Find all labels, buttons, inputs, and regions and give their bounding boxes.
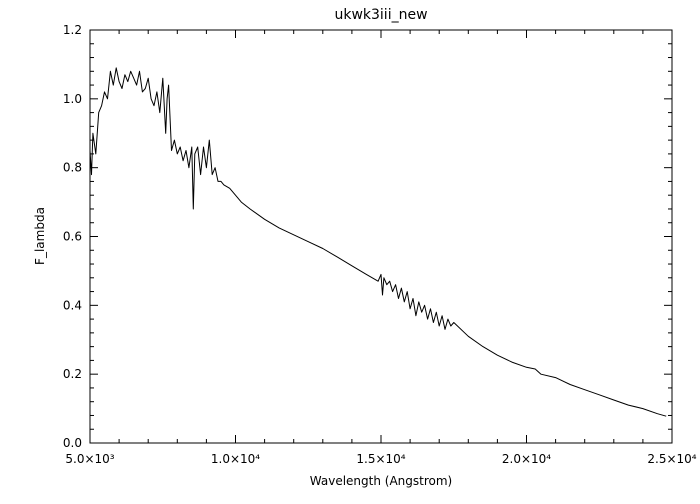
x-tick-label: 5.0×10³ — [65, 452, 114, 466]
y-tick-label: 0.8 — [63, 161, 82, 175]
x-tick-label: 2.5×10⁴ — [647, 452, 696, 466]
series-layer — [89, 67, 667, 417]
y-tick-label: 0.0 — [63, 436, 82, 450]
y-tick-label: 1.0 — [63, 92, 82, 106]
x-tick-label: 1.5×10⁴ — [356, 452, 405, 466]
y-tick-label: 0.6 — [63, 230, 82, 244]
chart-title: ukwk3iii_new — [334, 7, 427, 23]
y-tick-label: 0.2 — [63, 367, 82, 381]
y-tick-label: 1.2 — [63, 23, 82, 37]
x-axis-label: Wavelength (Angstrom) — [310, 474, 452, 488]
y-axis-label: F_lambda — [33, 207, 47, 265]
axes-layer: 5.0×10³ 1.0×10⁴ 1.5×10⁴ 2.0×10⁴ 2.5×10⁴ 0.0 0.… — [63, 23, 697, 466]
spectrum-line-0 — [89, 67, 667, 417]
x-tick-label: 1.0×10⁴ — [211, 452, 260, 466]
y-tick-label: 0.4 — [63, 298, 82, 312]
x-tick-label: 2.0×10⁴ — [502, 452, 551, 466]
